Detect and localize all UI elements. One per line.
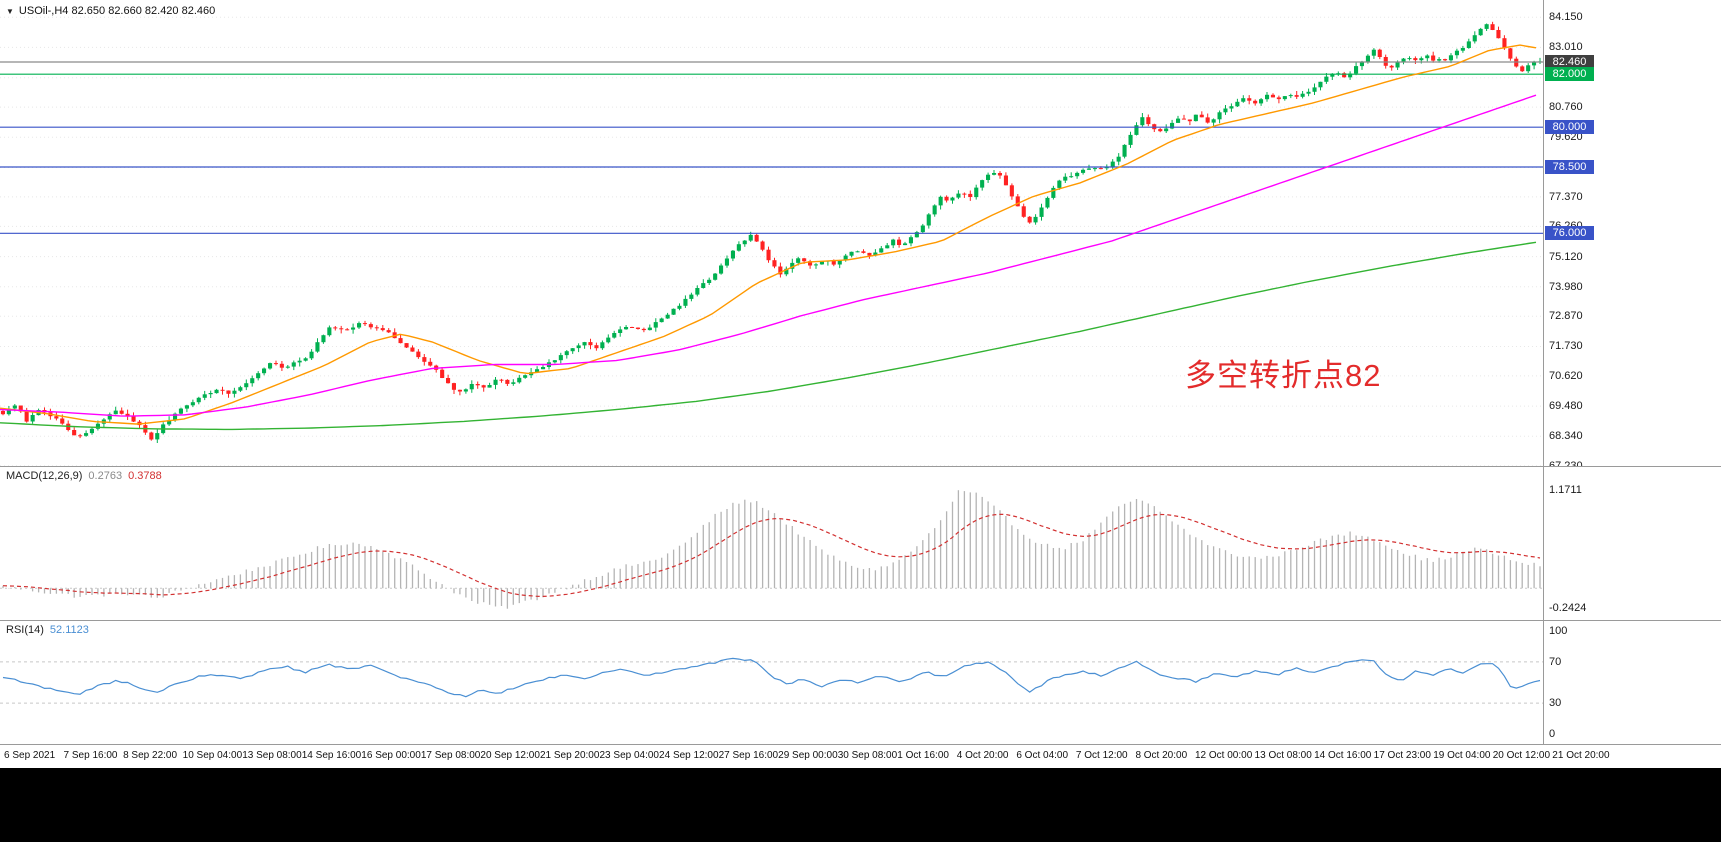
time-axis-label: 20 Sep 12:00	[480, 750, 540, 761]
panel-divider-rsi[interactable]	[0, 620, 1721, 621]
time-axis-label: 6 Sep 2021	[4, 750, 56, 761]
time-axis-label: 20 Oct 12:00	[1492, 750, 1551, 761]
macd-chart-canvas[interactable]	[0, 467, 1543, 620]
axis-tick-label: 30	[1549, 697, 1562, 710]
axis-tick-label: 71.730	[1549, 340, 1583, 353]
macd-label: MACD(12,26,9) 0.2763 0.3788	[6, 470, 162, 482]
axis-tick-label: 100	[1549, 625, 1568, 637]
chart-ohlc-values: 82.650 82.660 82.420 82.460	[71, 5, 216, 17]
annotation-text: 多空转折点82	[1185, 358, 1382, 393]
axis-tick-label: 68.340	[1549, 430, 1583, 443]
rsi-value: 52.1123	[49, 624, 89, 636]
price-gridlines	[0, 16, 1543, 466]
price-badge: 78.500	[1545, 159, 1594, 174]
time-axis[interactable]: 6 Sep 2021 7 Sep 16:00 8 Sep 22:00 10 Sep 0…	[0, 745, 1721, 768]
time-axis-label: 1 Oct 16:00	[897, 750, 949, 761]
time-axis-label: 12 Oct 00:00	[1195, 750, 1253, 761]
time-axis-label: 8 Sep 22:00	[123, 750, 178, 761]
axis-tick-label: 77.370	[1549, 190, 1583, 203]
chart-collapse-icon[interactable]: ▼	[6, 7, 14, 16]
time-axis-label: 21 Oct 20:00	[1552, 750, 1610, 761]
macd-panel[interactable]: MACD(12,26,9) 0.2763 0.3788 1.1711 -0.2424	[0, 467, 1721, 620]
time-axis-label: 16 Sep 00:00	[361, 750, 421, 761]
time-axis-label: 6 Oct 04:00	[1016, 750, 1069, 761]
macd-name: MACD(12,26,9)	[6, 470, 83, 482]
time-axis-label: 13 Oct 08:00	[1254, 750, 1312, 761]
time-axis-label: 10 Sep 04:00	[182, 750, 243, 761]
time-axis-label: 17 Sep 08:00	[420, 750, 481, 761]
time-axis-label: 13 Sep 08:00	[242, 750, 302, 761]
macd-value-main: 0.2763	[88, 470, 123, 482]
time-axis-label: 14 Sep 16:00	[301, 750, 362, 761]
panel-divider-macd[interactable]	[0, 466, 1721, 467]
chart-symbol-period: USOil-,H4	[18, 5, 69, 17]
rsi-label: RSI(14) 52.1123	[6, 624, 89, 636]
rsi-name: RSI(14)	[6, 624, 44, 636]
horizontal-levels	[0, 61, 1543, 234]
axis-tick-label: 67.230	[1549, 459, 1583, 466]
time-axis-label: 8 Oct 20:00	[1135, 750, 1188, 761]
time-axis-label: 7 Sep 16:00	[63, 750, 118, 761]
axis-tick-label: 84.150	[1549, 11, 1583, 24]
time-axis-label: 30 Sep 08:00	[837, 750, 898, 761]
rsi-panel[interactable]: RSI(14) 52.1123 100 70 30 0	[0, 621, 1721, 744]
axis-tick-label: 72.870	[1549, 310, 1583, 323]
time-axis-label: 14 Oct 16:00	[1314, 750, 1372, 761]
axis-tick-label: 69.480	[1549, 400, 1583, 413]
ma-mid-magenta-line	[0, 94, 1537, 417]
time-axis-label: 21 Sep 20:00	[539, 750, 600, 761]
axis-tick-label: 70	[1549, 655, 1562, 668]
macd-histogram	[2, 490, 1541, 609]
axis-tick-label: -0.2424	[1549, 602, 1587, 615]
time-axis-label: 7 Oct 12:00	[1075, 750, 1128, 761]
time-axis-label: 27 Sep 16:00	[718, 750, 779, 761]
time-axis-label: 23 Sep 04:00	[599, 750, 660, 761]
price-panel[interactable]: ▼ USOil-,H4 82.650 82.660 82.420 82.460 多…	[0, 0, 1721, 466]
axis-tick-label: 80.760	[1549, 101, 1583, 114]
price-badge: 76.000	[1545, 226, 1594, 241]
time-axis-label: 4 Oct 20:00	[956, 750, 1009, 761]
macd-signal-line	[2, 513, 1541, 598]
ma-fast-orange-line	[0, 44, 1537, 425]
axis-tick-label: 70.620	[1549, 369, 1583, 382]
ma-slow-green-line	[0, 241, 1537, 431]
price-chart-canvas[interactable]	[0, 0, 1543, 466]
panel-divider-time	[0, 744, 1721, 745]
axis-tick-label: 83.010	[1549, 41, 1583, 54]
axis-tick-label: 75.120	[1549, 250, 1583, 263]
time-axis-label: 19 Oct 04:00	[1433, 750, 1491, 761]
price-badge: 80.000	[1545, 120, 1594, 135]
time-axis-label: 17 Oct 23:00	[1373, 750, 1431, 761]
price-axis-separator	[1543, 0, 1544, 745]
rsi-line	[2, 657, 1541, 698]
axis-tick-label: 73.980	[1549, 280, 1583, 293]
axis-tick-label: 79.620	[1549, 131, 1583, 144]
axis-tick-label: 1.1711	[1549, 484, 1582, 497]
rsi-chart-canvas[interactable]	[0, 621, 1543, 744]
time-axis-label: 29 Sep 00:00	[778, 750, 838, 761]
chart-title: ▼ USOil-,H4 82.650 82.660 82.420 82.460	[6, 5, 215, 17]
time-axis-label: 24 Sep 12:00	[659, 750, 719, 761]
price-badge: 82.000	[1545, 67, 1594, 82]
macd-value-signal: 0.3788	[128, 470, 162, 482]
bottom-black-bar	[0, 768, 1721, 842]
price-badge: 82.460	[1545, 55, 1594, 70]
axis-tick-label: 0	[1549, 728, 1556, 740]
